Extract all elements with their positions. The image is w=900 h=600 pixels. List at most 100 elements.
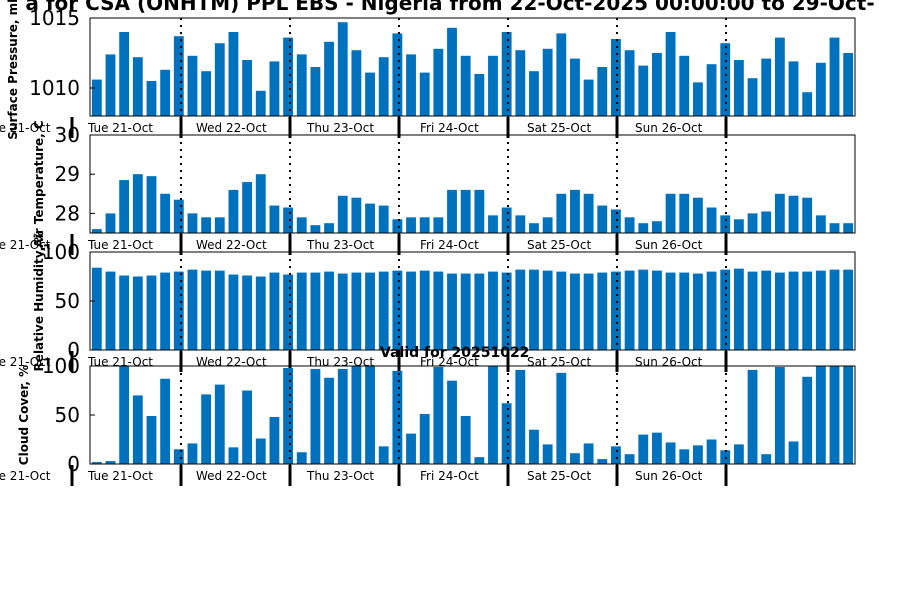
bar-panel3-41 xyxy=(638,269,649,350)
bar-panel3-18 xyxy=(324,271,334,350)
bar-panel1-1 xyxy=(91,79,102,116)
bar-panel1-20 xyxy=(351,50,362,117)
bar-panel3-27 xyxy=(447,273,457,350)
bar-panel4-13 xyxy=(255,438,266,464)
bar-panel1-15 xyxy=(283,37,293,116)
bar-panel4-3 xyxy=(119,366,130,464)
bar-panel1-23 xyxy=(392,33,403,116)
bar-panel2-6 xyxy=(160,193,171,233)
bar-panel4-39 xyxy=(611,446,621,464)
y-tick-label-4-3: 100 xyxy=(42,354,80,378)
bar-panel4-41 xyxy=(638,434,649,464)
x-tick-label-2-2: Tue 21-Oct xyxy=(87,238,153,252)
x-tick-label-3-3: Wed 22-Oct xyxy=(196,355,267,369)
bar-panel3-33 xyxy=(529,269,539,350)
bar-panel1-33 xyxy=(529,71,539,116)
bar-panel2-27 xyxy=(447,189,457,233)
bar-panel4-7 xyxy=(173,449,184,464)
bar-panel1-50 xyxy=(761,58,772,116)
bar-panel1-3 xyxy=(119,32,130,116)
bar-panel2-4 xyxy=(132,174,143,233)
bar-panel4-12 xyxy=(242,390,253,464)
bar-panel1-48 xyxy=(733,60,744,116)
bar-panel4-44 xyxy=(679,449,690,464)
bar-panel3-29 xyxy=(474,273,485,350)
y-tick-label-3-1: 0 xyxy=(67,338,80,362)
bar-panel3-6 xyxy=(160,272,171,350)
bar-panel2-15 xyxy=(283,207,293,233)
bar-panel2-17 xyxy=(310,225,321,233)
bar-panel2-48 xyxy=(733,219,744,233)
bar-panel4-51 xyxy=(774,366,785,464)
y-tick-label-2-1: 28 xyxy=(55,201,80,225)
bar-panel2-46 xyxy=(706,207,717,233)
y-tick-label-4-2: 50 xyxy=(55,403,80,427)
bar-panel3-3 xyxy=(119,275,130,350)
bar-panel1-41 xyxy=(638,65,649,116)
bar-panel3-7 xyxy=(173,271,184,350)
x-tick-label-4-5: Fri 24-Oct xyxy=(420,469,479,483)
bar-panel3-26 xyxy=(433,271,444,350)
bar-panel1-21 xyxy=(365,72,375,116)
x-tick-label-2-4: Thu 23-Oct xyxy=(306,238,374,252)
bar-panel4-29 xyxy=(474,457,485,464)
bar-panel1-4 xyxy=(132,57,143,116)
bar-panel2-3 xyxy=(119,180,130,233)
bar-panel3-11 xyxy=(228,274,239,350)
bar-panel3-42 xyxy=(652,270,662,350)
bar-panel3-48 xyxy=(733,268,744,350)
bar-panel4-19 xyxy=(337,368,348,464)
bar-panel3-32 xyxy=(515,269,526,350)
bar-panel2-19 xyxy=(337,195,348,233)
bar-panel3-9 xyxy=(201,270,212,350)
bar-panel4-34 xyxy=(542,444,553,464)
bar-panel2-1 xyxy=(91,229,102,233)
bar-panel4-53 xyxy=(802,376,813,464)
bar-panel1-38 xyxy=(597,67,608,116)
bar-panel4-54 xyxy=(815,366,826,464)
bar-panel1-26 xyxy=(433,48,444,116)
y-axis-label-3: Relative Humidity, % xyxy=(32,231,46,372)
bar-panel1-9 xyxy=(201,71,212,116)
bar-panel4-17 xyxy=(310,368,321,464)
bar-panel1-14 xyxy=(269,61,280,116)
bar-panel2-28 xyxy=(460,189,471,233)
bar-panel2-23 xyxy=(392,219,403,233)
bar-panel2-40 xyxy=(624,217,635,233)
bar-panel2-16 xyxy=(296,217,307,233)
bar-panel4-2 xyxy=(105,461,116,464)
bar-panel3-12 xyxy=(242,275,253,350)
x-tick-label-1-6: Sat 25-Oct xyxy=(527,121,591,135)
bar-panel2-32 xyxy=(515,215,526,233)
x-tick-label-3-1: Tue 21-Oct xyxy=(0,355,51,369)
bar-panel3-14 xyxy=(269,272,280,350)
bar-panel4-46 xyxy=(706,439,717,464)
bar-panel3-1 xyxy=(91,267,102,350)
x-tick-label-2-5: Fri 24-Oct xyxy=(420,238,479,252)
bar-panel2-24 xyxy=(406,217,416,233)
bar-panel2-5 xyxy=(146,176,157,233)
bar-panel2-22 xyxy=(378,205,389,233)
bar-panel3-24 xyxy=(406,271,416,350)
bar-panel4-8 xyxy=(187,443,198,464)
bar-panel4-38 xyxy=(597,459,608,464)
bar-panel1-28 xyxy=(460,55,471,116)
bar-panel1-17 xyxy=(310,67,321,116)
y-axis-label-1: Surface Pressure, mb xyxy=(6,0,20,140)
bar-panel4-1 xyxy=(91,462,102,464)
bar-panel4-22 xyxy=(378,446,389,464)
bar-panel2-37 xyxy=(583,193,594,233)
bar-panel4-24 xyxy=(406,433,416,464)
x-tick-label-1-5: Fri 24-Oct xyxy=(420,121,479,135)
x-tick-label-1-2: Tue 21-Oct xyxy=(87,121,153,135)
y-axis-label-2: Air Temperature, C xyxy=(32,120,46,248)
bar-panel2-8 xyxy=(187,213,198,233)
bar-panel3-13 xyxy=(255,276,266,350)
bar-panel1-29 xyxy=(474,74,485,116)
bar-panel4-18 xyxy=(324,377,334,464)
bar-panel3-19 xyxy=(337,273,348,350)
bar-panel1-25 xyxy=(419,72,430,116)
bar-panel2-42 xyxy=(652,221,662,233)
bar-panel3-4 xyxy=(132,276,143,350)
bar-panel3-40 xyxy=(624,270,635,350)
